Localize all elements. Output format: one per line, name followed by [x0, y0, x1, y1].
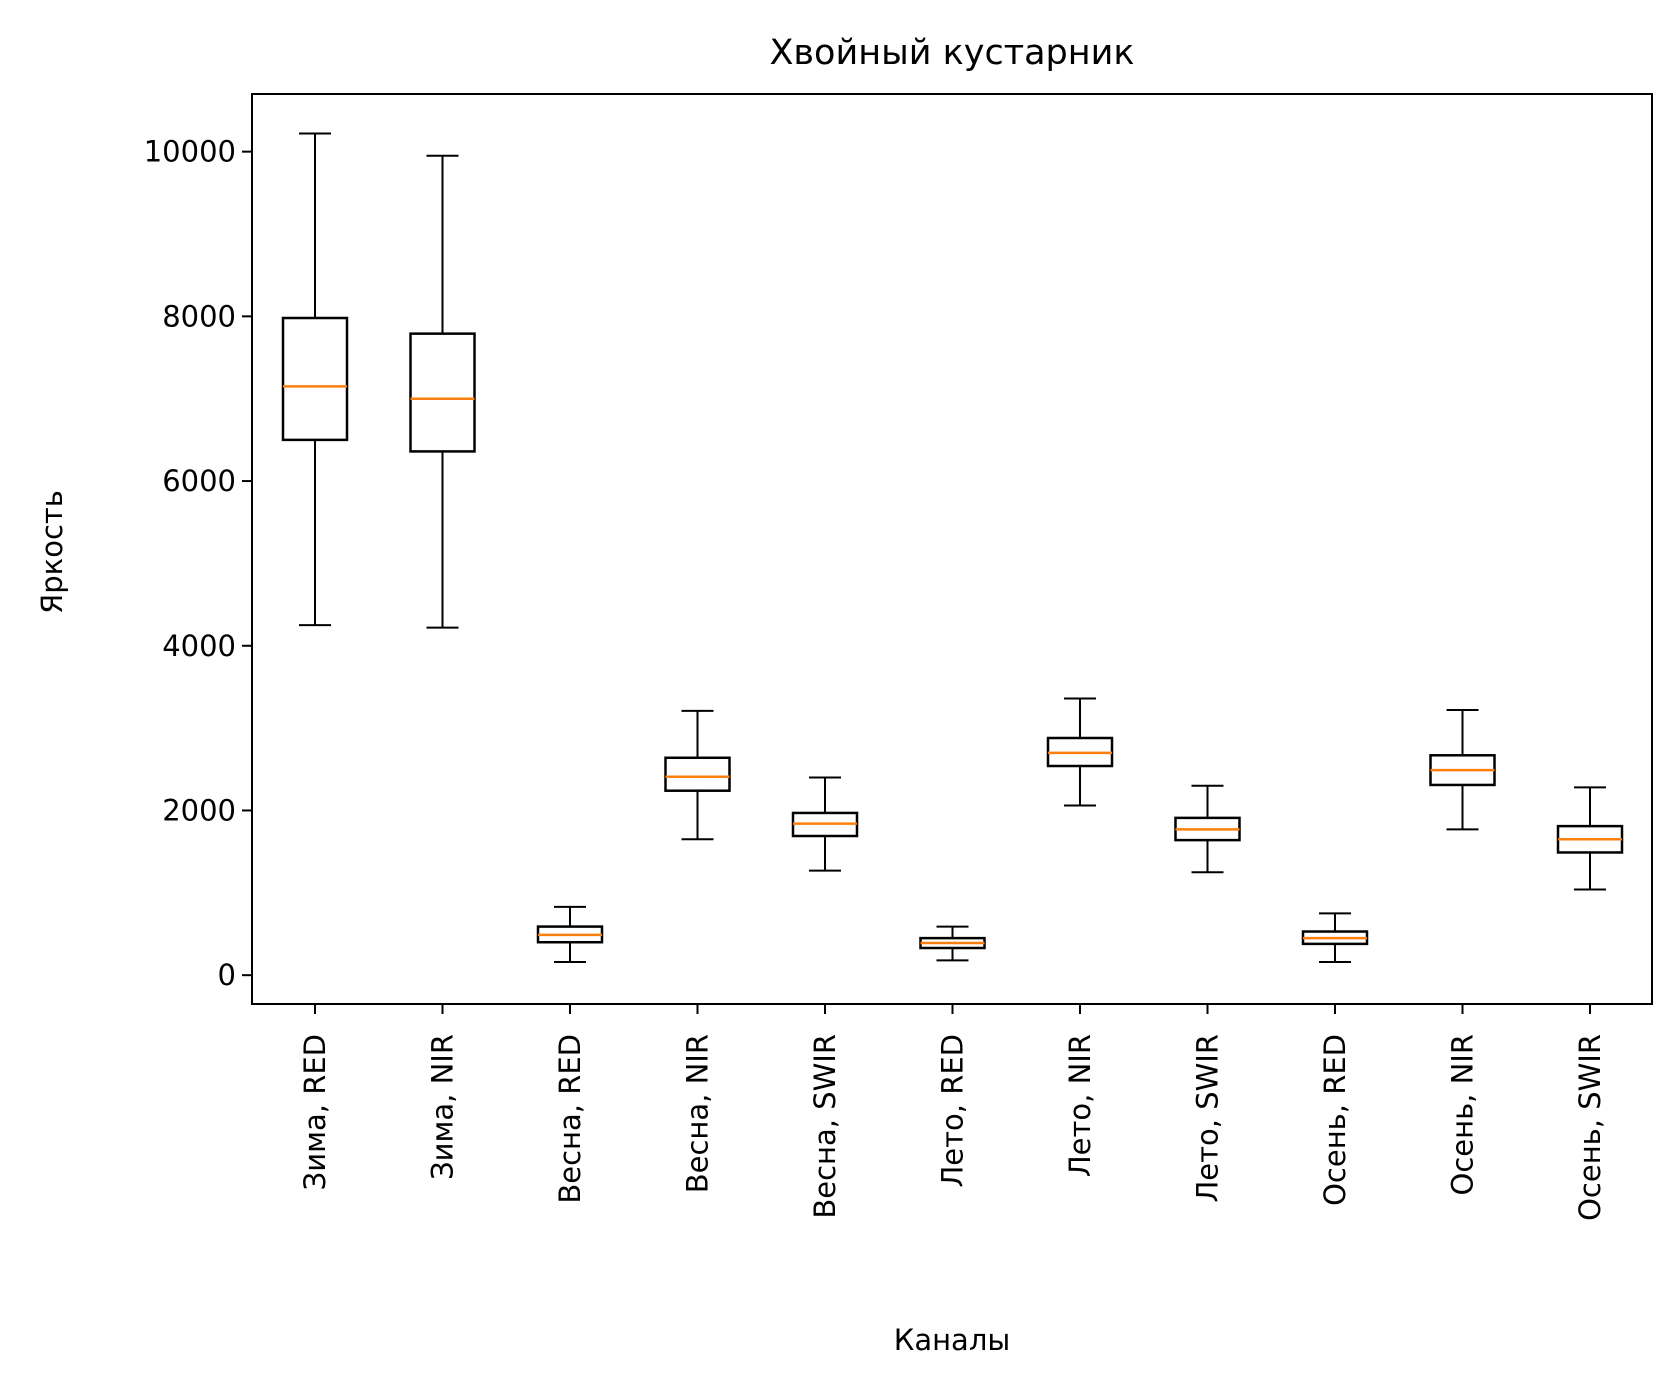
x-tick-label: Зима, RED: [298, 1034, 332, 1190]
box-1: [281, 132, 349, 627]
x-tick-label: Лето, RED: [936, 1034, 970, 1188]
x-tick-label: Весна, NIR: [681, 1034, 715, 1193]
y-tick-label: 0: [218, 958, 236, 992]
box-2: [409, 154, 476, 629]
x-axis-label: Каналы: [894, 1323, 1011, 1357]
y-tick-label: 2000: [162, 793, 236, 827]
x-axis-ticks: Зима, RED Зима, NIR Весна, RED Весна, NIR Ве…: [298, 1004, 1607, 1221]
box-9: [1301, 912, 1369, 963]
x-tick-label: Осень, NIR: [1446, 1034, 1480, 1196]
x-tick-label: Лето, NIR: [1063, 1034, 1097, 1177]
y-tick-label: 10000: [144, 135, 236, 169]
box-11: [1556, 786, 1624, 891]
x-tick-label: Осень, RED: [1318, 1034, 1352, 1206]
box-7: [1046, 697, 1114, 807]
box-5: [791, 776, 859, 872]
y-tick-label: 4000: [162, 629, 236, 663]
box-3: [536, 905, 604, 963]
y-axis-ticks: 0 2000 4000 6000 8000 10000: [144, 135, 252, 992]
x-tick-label: Весна, SWIR: [808, 1034, 842, 1219]
x-tick-label: Осень, SWIR: [1573, 1034, 1607, 1221]
iqr-box: [281, 316, 349, 442]
box-8: [1174, 784, 1241, 874]
x-tick-label: Зима, NIR: [426, 1034, 460, 1180]
x-tick-label: Весна, RED: [553, 1034, 587, 1204]
iqr-box: [409, 332, 476, 453]
y-axis-label: Яркость: [35, 490, 69, 614]
y-tick-label: 8000: [162, 299, 236, 333]
plot-frame: [251, 93, 1653, 1005]
box-6: [919, 925, 986, 962]
plot-area: [251, 93, 1653, 1005]
chart-title: Хвойный кустарник: [769, 33, 1134, 73]
box-4: [664, 709, 731, 841]
iqr-box: [664, 756, 731, 792]
box-10: [1429, 709, 1496, 831]
x-tick-label: Лето, SWIR: [1191, 1034, 1225, 1203]
y-tick-label: 6000: [162, 464, 236, 498]
